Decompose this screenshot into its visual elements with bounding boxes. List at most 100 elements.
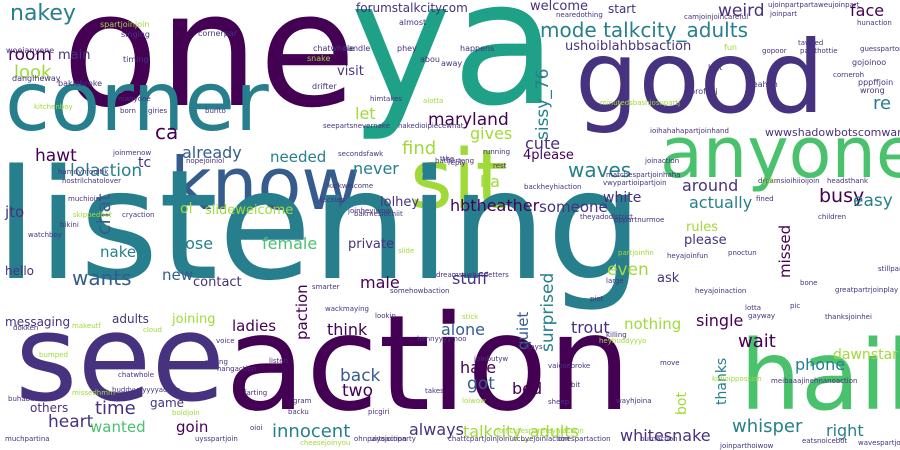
word-ca: ca — [155, 120, 179, 144]
word-small: move — [660, 359, 680, 367]
word-main: main — [58, 48, 91, 63]
word-small: lost — [708, 63, 723, 72]
word-alone: alone — [441, 320, 486, 339]
word-small: wrong — [860, 86, 885, 95]
word-someone: someone — [539, 198, 608, 216]
word-joining: joining — [172, 312, 216, 327]
word-others: others — [30, 401, 69, 415]
word-small: wayhjoina — [616, 397, 652, 405]
word-action: action — [225, 287, 632, 441]
word-small: gopoor — [762, 47, 787, 55]
word-tc: tc — [138, 155, 152, 171]
word-small: hennyyyymoo — [417, 335, 467, 343]
word-small: snake — [307, 54, 331, 63]
word-small: cornerpar — [198, 29, 237, 38]
word-small: uiyojoinparty — [370, 435, 416, 443]
word-ushoiblahbbsaction: ushoiblahbbsaction — [565, 39, 692, 54]
word-small: handle — [343, 44, 371, 53]
word-contact: contact — [193, 275, 242, 290]
word-small: hangaction — [217, 365, 257, 373]
word-one: one — [62, 0, 357, 143]
word-small: gojoinoo — [852, 58, 887, 67]
word-small: bikini — [60, 221, 79, 229]
word-small: joinpart — [770, 10, 797, 18]
word-right: right — [826, 421, 864, 440]
word-please: please — [684, 233, 727, 248]
word-small: cloud — [143, 326, 162, 334]
word-small: reply — [448, 159, 466, 167]
word-small: smarter — [312, 283, 340, 291]
word-dawnstar: dawnstar — [833, 347, 898, 363]
word-room: room — [8, 45, 52, 65]
word-small: lookin — [375, 312, 396, 320]
word-small: running — [483, 148, 511, 156]
word-nakey: nakey — [10, 1, 76, 26]
word-small: buddyyyyyyyaction — [112, 386, 181, 394]
word-think: think — [327, 320, 368, 339]
word-small: ioihahahapartjoinhand — [650, 127, 729, 135]
word-face: face — [850, 1, 885, 20]
word-bed: bed — [512, 379, 543, 398]
word-small: bone — [800, 279, 818, 287]
word-small: dangiheway — [12, 74, 61, 83]
word-anyone: anyone — [660, 112, 900, 194]
word-small: abou — [420, 55, 440, 64]
word-small: skippedbot — [73, 211, 112, 219]
word-waves: waves — [568, 158, 632, 182]
word-small: happens — [460, 44, 495, 53]
word-talkcity-adults: talkcity_adults — [463, 422, 579, 441]
word-trout: trout — [571, 318, 610, 337]
word-rules: rules — [686, 220, 718, 235]
word-small: phey — [397, 44, 417, 53]
word-actually: actually — [689, 193, 753, 212]
word-small: fun — [724, 43, 737, 52]
word-small: eatsnoicebot — [802, 437, 848, 445]
word-small: cheesejoinyou — [300, 439, 351, 447]
word-small: pppffjoin — [858, 78, 894, 87]
word-good: good — [575, 19, 825, 136]
word-small: bakiobroke — [58, 79, 103, 88]
word-small: dreamsioihiioijoin — [758, 177, 820, 185]
word-small: kidioippossion — [712, 375, 762, 383]
word-small: hamdynfooltik — [58, 168, 109, 176]
word-ol: ol — [180, 201, 193, 217]
word-hate: hate — [460, 358, 497, 377]
word-private: private — [348, 237, 394, 252]
word-small: heyajoinfun — [667, 252, 709, 260]
word-two: two — [342, 381, 373, 401]
word-white: white — [603, 190, 642, 206]
word-small: greatpartrjoinplay — [835, 286, 899, 294]
word-visit: visit — [337, 64, 364, 79]
word-wwwshadowbotscomwants: wwwshadowbotscomwants — [765, 126, 900, 139]
word-small: heyajoinaction — [695, 287, 747, 295]
word-small: partthottie — [800, 47, 838, 55]
word-small: wooianyone — [6, 46, 55, 55]
word-missed: missed — [776, 224, 794, 278]
word-weird: weird — [718, 1, 765, 21]
word-heart: heart — [48, 412, 94, 432]
word-look: look — [14, 62, 52, 83]
word-small: burito — [205, 107, 226, 115]
word-small: takes — [425, 387, 444, 395]
word-small: stays — [524, 343, 543, 351]
word-start: start — [608, 2, 636, 16]
word-small: joinbutyw — [474, 355, 509, 363]
word-got: got — [467, 374, 495, 394]
word-small: pic — [790, 302, 801, 310]
word-nose: nose — [175, 234, 214, 253]
word-small: voice — [216, 337, 235, 345]
word-re: re — [873, 93, 892, 114]
word-small: heybuddyyyo — [599, 337, 647, 345]
word-small: muchioin — [68, 195, 101, 203]
word-around: around — [682, 176, 739, 195]
word-small: joinheyiwow — [348, 207, 392, 215]
word-small: ujoinpartpartaweujoinpart — [768, 1, 860, 9]
word-small: joinparthoiwow — [720, 442, 774, 450]
word-small: large — [606, 277, 624, 285]
word-small: stillpartady — [878, 265, 900, 273]
word-small: chattcpartjoinjoinutcbyejoiniaction — [448, 435, 570, 443]
word-small: partjoinfin — [618, 249, 654, 257]
word-whitesnake: whitesnake — [620, 426, 711, 445]
word-small: somehowbaction — [390, 287, 450, 295]
word-whisper: whisper — [732, 416, 803, 437]
